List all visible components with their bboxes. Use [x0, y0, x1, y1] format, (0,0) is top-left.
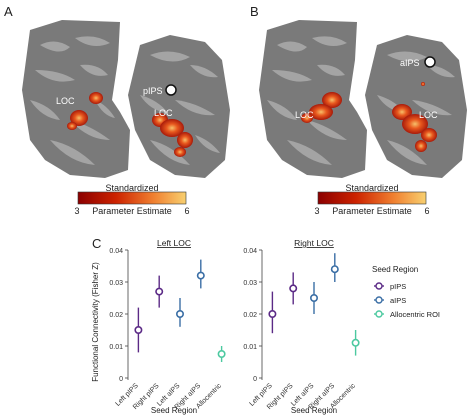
y-tick-label: 0.04 [243, 248, 257, 255]
data-point [217, 350, 226, 359]
panel-a-letter: A [4, 4, 13, 19]
legend-swatch [375, 282, 383, 290]
data-point [309, 294, 318, 303]
y-tick-label: 0 [253, 376, 257, 383]
data-point [289, 284, 298, 293]
legend-swatch [375, 296, 383, 304]
panel-b-brain-maps: aIPS LOC LOC [259, 20, 467, 178]
y-tick-label: 0.03 [243, 280, 257, 287]
colorbar-title-line2: Parameter Estimate [92, 206, 172, 216]
y-tick-label: 0.01 [109, 344, 123, 351]
colorbar-b: Standardized Parameter Estimate 3 6 [314, 183, 429, 216]
colorbar-max: 6 [184, 206, 189, 216]
colorbar-min: 3 [74, 206, 79, 216]
colorbar-a: Standardized Parameter Estimate 3 6 [74, 183, 189, 216]
panel-c-letter: C [92, 236, 102, 251]
legend-label: aIPS [390, 296, 406, 305]
roi-label-right-loc: LOC [154, 108, 173, 118]
data-point [268, 310, 277, 319]
colorbar-title-line1: Standardized [105, 183, 158, 193]
colorbars: Standardized Parameter Estimate 3 6 Stan… [74, 183, 429, 216]
roi-label-left-loc: LOC [295, 110, 314, 120]
y-axis-label: Functional Connectivity (Fisher Z) [91, 262, 100, 382]
roi-label-right-loc: LOC [419, 110, 438, 120]
data-point [330, 265, 339, 274]
right-activation-clusters [392, 82, 437, 152]
y-tick-label: 0.01 [243, 344, 257, 351]
legend-label: pIPS [390, 282, 406, 291]
legend-swatch [375, 310, 383, 318]
legend: Seed Region pIPS aIPS Allocentric ROI [372, 265, 440, 319]
data-point [176, 310, 185, 319]
y-tick-label: 0 [119, 376, 123, 383]
x-axis-label-left: Seed Region [151, 406, 197, 415]
colorbar-min: 3 [314, 206, 319, 216]
y-tick-label: 0.03 [109, 280, 123, 287]
right-activation-clusters [152, 113, 193, 157]
data-point [351, 338, 360, 347]
y-tick-label: 0.02 [243, 312, 257, 319]
seed-marker-aips [424, 56, 436, 68]
chart-title-right-loc: Right LOC [294, 238, 334, 248]
data-point [134, 326, 143, 335]
legend-title: Seed Region [372, 265, 418, 274]
x-axis-label-right: Seed Region [291, 406, 337, 415]
left-activation-clusters [301, 92, 342, 123]
colorbar-title-line2: Parameter Estimate [332, 206, 412, 216]
seed-marker-pips [165, 84, 177, 96]
seed-label-pips: pIPS [143, 86, 163, 96]
y-tick-label: 0.04 [109, 248, 123, 255]
panel-a-brain-maps: pIPS LOC LOC [22, 20, 230, 178]
data-point [196, 271, 205, 280]
y-tick-label: 0.02 [109, 312, 123, 319]
legend-label: Allocentric ROI [390, 310, 440, 319]
data-point [155, 287, 164, 296]
colorbar-title-line1: Standardized [345, 183, 398, 193]
chart-title-left-loc: Left LOC [157, 238, 191, 248]
panel-b-letter: B [250, 4, 259, 19]
colorbar-max: 6 [424, 206, 429, 216]
panel-c-charts: Functional Connectivity (Fisher Z) Left … [91, 238, 440, 415]
seed-label-aips: aIPS [400, 58, 420, 68]
left-activation-clusters [67, 92, 103, 130]
roi-label-left-loc: LOC [56, 96, 75, 106]
